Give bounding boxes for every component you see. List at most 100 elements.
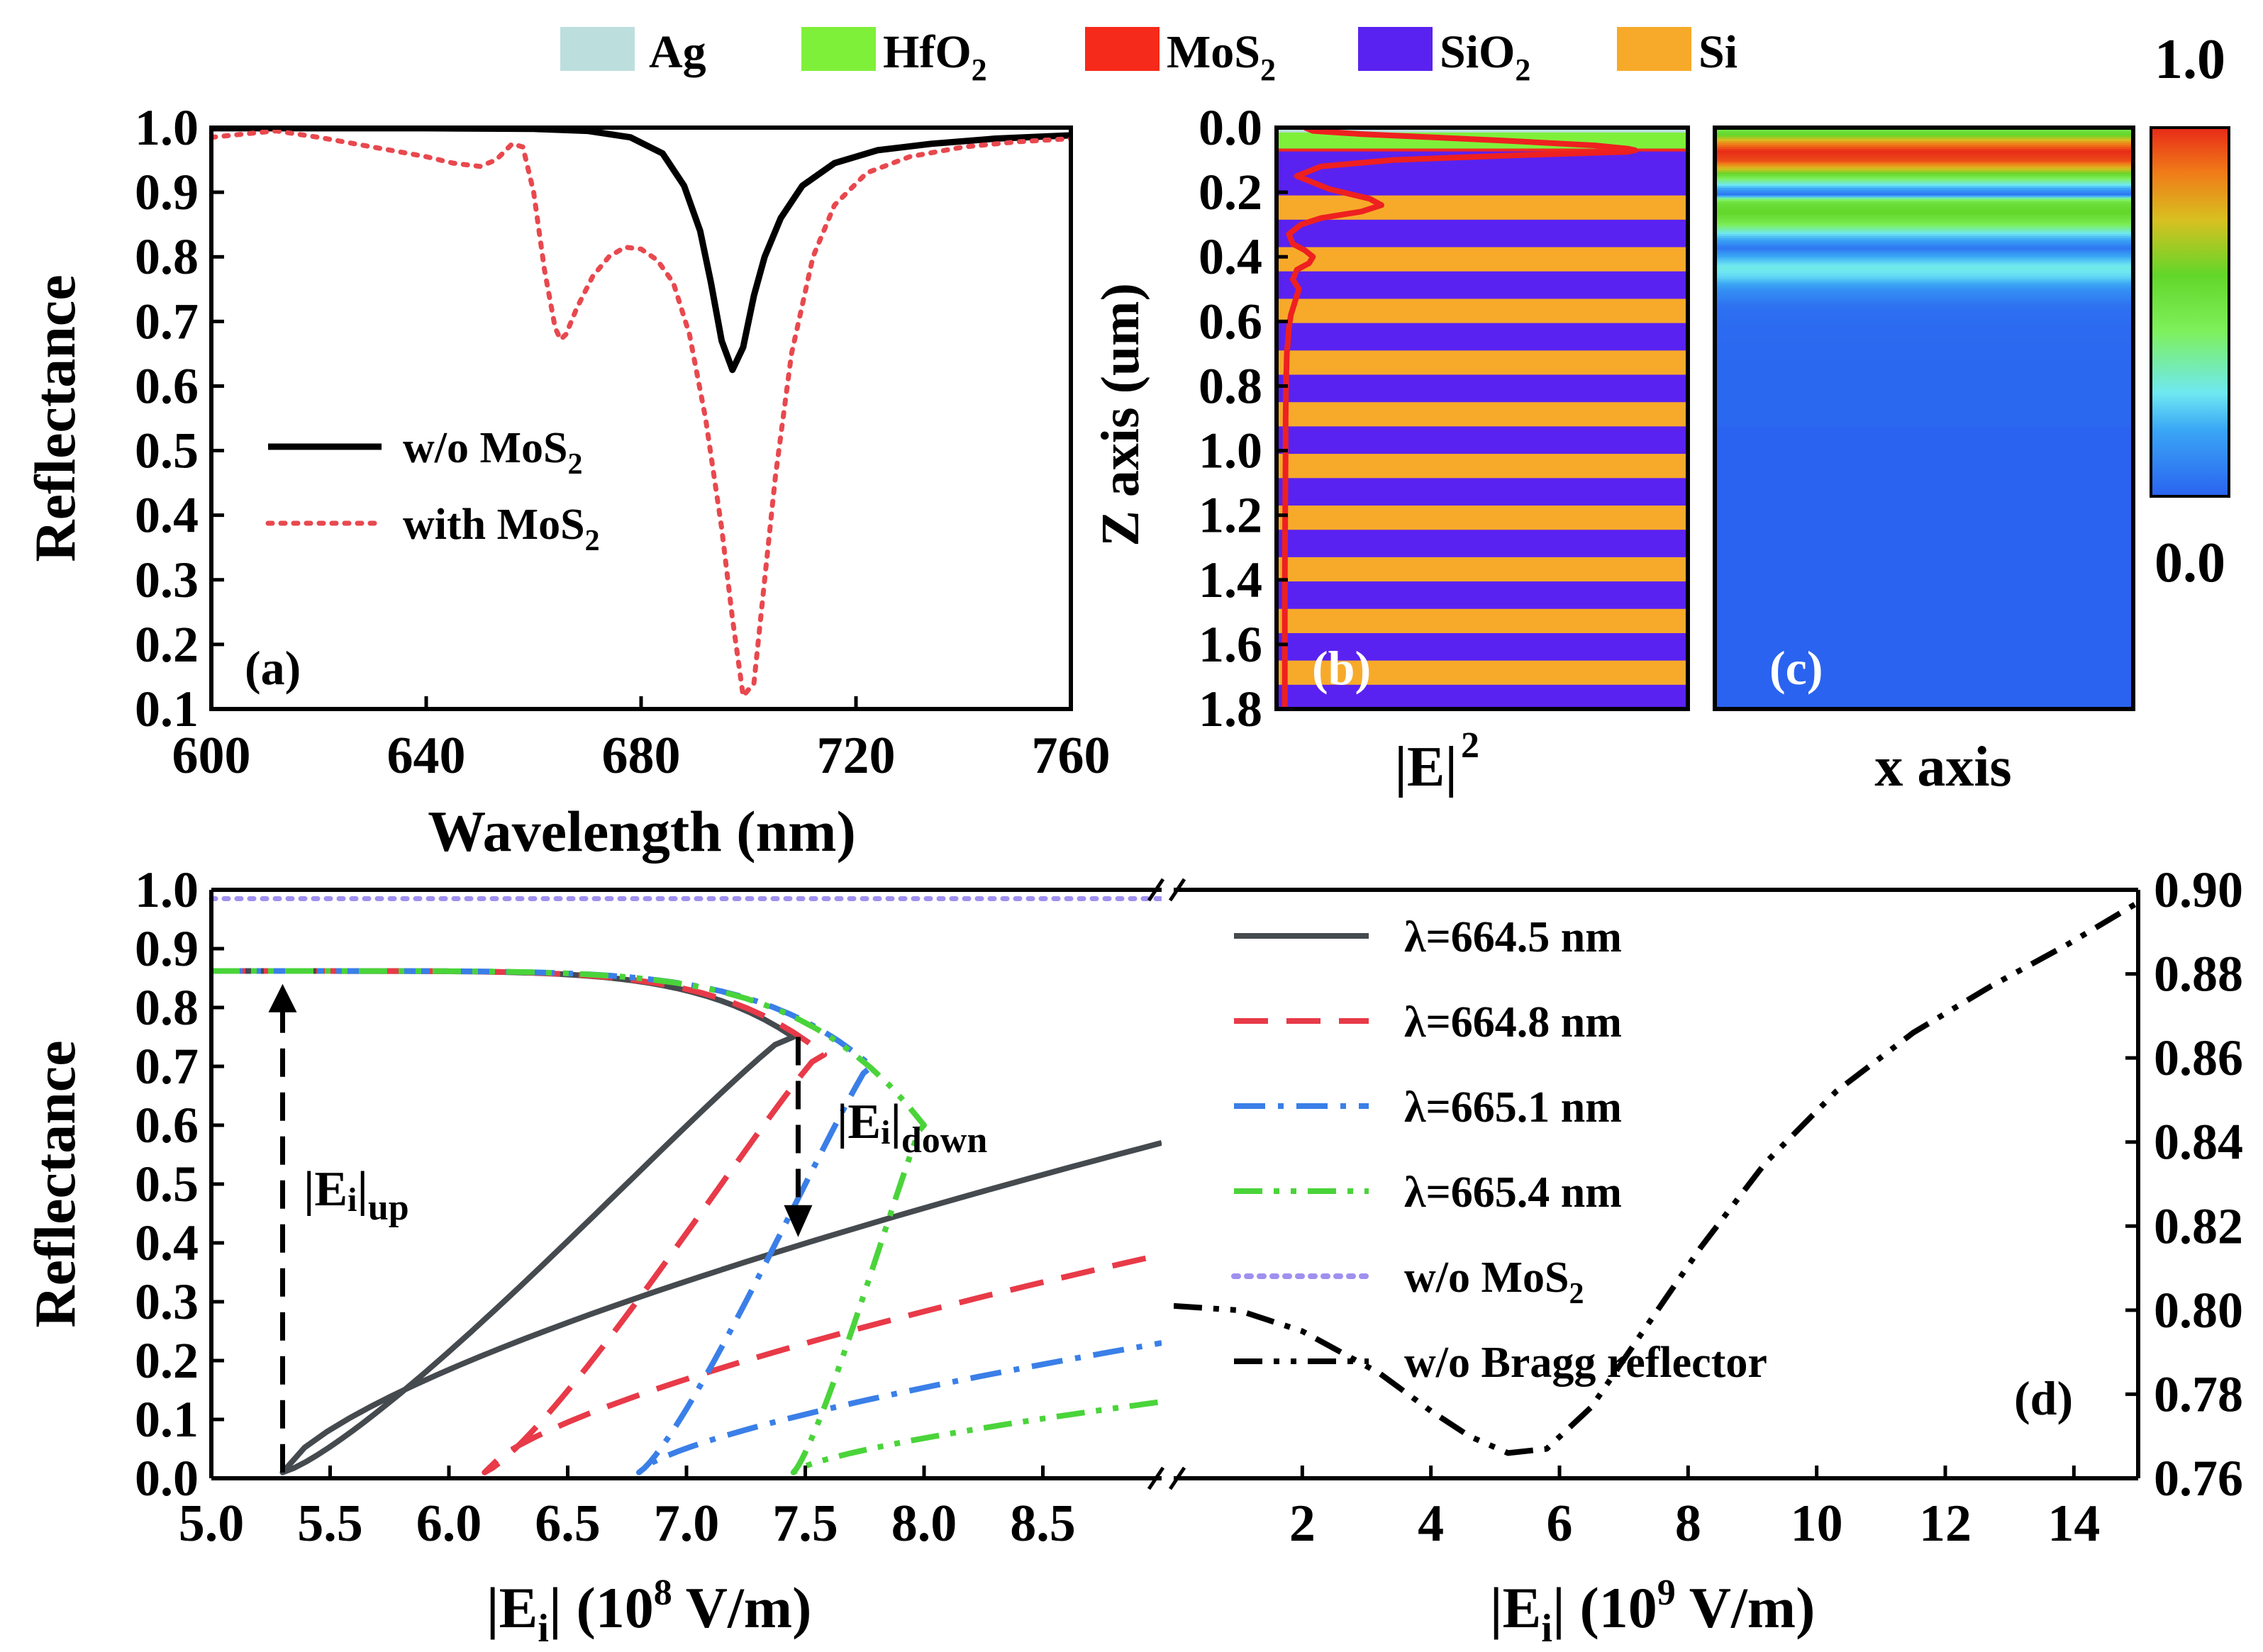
panel-c-heatmap-band [1715,228,2133,231]
panel-c-heatmap-band [1715,286,2133,289]
panel-c-heatmap-band [1715,298,2133,301]
legend-label-sio2: SiO2 [1440,26,1530,87]
panel-c-heatmap-band [1715,131,2133,134]
panel-c-heatmap-band [1715,300,2133,303]
panel-c-heatmap-band [1715,273,2133,276]
panel-c-heatmap-band [1715,157,2133,160]
panel-c-heatmap-band [1715,215,2133,218]
panel-c-heatmap-band [1715,166,2133,169]
panel-d-right-x-tick-label: 10 [1791,1495,1843,1553]
panel-d-y-tick-label: 0.1 [135,1391,199,1448]
panel-c-heatmap-band [1715,358,2133,361]
panel-d-y2-tick-label: 0.78 [2154,1366,2243,1422]
panel-c-heatmap-band [1715,195,2133,199]
panel-d-y2-tick-label: 0.90 [2154,861,2243,918]
panel-a-series-with-mos2 [211,128,1071,699]
panel-d-y2-tick-label: 0.76 [2154,1450,2243,1507]
panel-a-y-tick-label: 0.1 [135,681,199,737]
panel-b-si-layer [1277,557,1688,582]
annotation-e-up: |Ei|up [304,1162,409,1228]
panel-c-heatmap-band [1715,381,2133,384]
panel-c-heatmap-band [1715,323,2133,326]
panel-c-heatmap-band [1715,251,2133,255]
panel-a-frame [209,125,1073,711]
panel-d-right-x-tick-label: 4 [1418,1495,1444,1553]
panel-a-y-tick-label: 0.8 [135,228,199,285]
panel-d-left-x-tick-label: 8.5 [1010,1495,1076,1553]
arrow-down-head [784,1205,813,1237]
axis-break-top [1147,878,1186,902]
panel-d-y2-tick-label: 0.86 [2154,1029,2243,1086]
panel-d-right-x-tick-label: 6 [1547,1495,1573,1553]
panel-d-y-tick-label: 0.7 [135,1038,199,1095]
panel-c-heatmap-band [1715,269,2133,272]
panel-b-y-tick-label: 0.4 [1199,228,1262,285]
panel-c-heatmap-band [1715,296,2133,299]
panel-c-heatmap-band [1715,416,2133,419]
panel-c-heatmap-band [1715,354,2133,357]
panel-d-left-x-tick-label: 7.0 [654,1495,720,1553]
panel-d-y-tick-label: 0.0 [135,1450,199,1507]
panel-d-right-x-tick-label: 2 [1289,1495,1316,1553]
panel-a-x-tick-label: 640 [387,727,466,785]
panel-c-heatmap-band [1715,149,2133,152]
legend-swatch-sio [1358,27,1433,71]
legend-label-hfo2: HfO2 [883,26,987,87]
arrow-up-head [268,983,297,1012]
legend-swatch-mos [1085,27,1160,71]
panel-d-label: (d) [2014,1371,2073,1425]
panel-b-si-layer [1277,608,1688,633]
panel-c-heatmap-band [1715,199,2133,202]
panel-d-y-tick-label: 0.6 [135,1097,199,1154]
panel-c-heatmap-band [1715,348,2133,352]
panel-a-x-tick-label: 680 [602,727,681,785]
panel-c-heatmap-band [1715,234,2133,237]
panel-c-heatmap-band [1715,302,2133,305]
panel-b-y-axis-title: Z axis (um) [1091,283,1150,547]
panel-c-heatmap-band [1715,245,2133,249]
panel-c-heatmap-band [1715,162,2133,165]
panel-c-heatmap-band [1715,367,2133,371]
panel-d-y-tick-label: 0.8 [135,979,199,1036]
panel-c-heatmap-band [1715,232,2133,235]
panel-b-y-tick-label: 1.4 [1199,552,1262,608]
panel-c-heatmap-band [1715,205,2133,208]
panel-c-heatmap-band [1715,277,2133,279]
panel-c-heatmap-band [1715,189,2133,192]
panel-d-legend-label-3: λ=665.4 nm [1404,1168,1622,1217]
legend-label-mos2: MoS2 [1167,26,1276,87]
panel-d-left-x-tick-label: 6.0 [416,1495,482,1553]
panel-c-heatmap-band [1715,352,2133,355]
panel-c-heatmap-band [1715,135,2133,138]
panel-b-y-tick-label: 1.2 [1199,487,1262,544]
panel-d-y-axis-title: Reflectance [23,1040,87,1327]
panel-c-heatmap-band [1715,284,2133,287]
panel-b-y-tick-label: 0.0 [1199,99,1262,156]
panel-c-heatmap-band [1715,303,2133,307]
panel-c-heatmap-band [1715,313,2133,316]
panel-c-heatmap-band [1715,211,2133,213]
panel-d-y-tick-label: 0.4 [135,1215,199,1271]
panel-c-heatmap-band [1715,139,2133,142]
panel-d-series-664.8 [211,968,1162,1475]
legend-swatch-hfo [801,27,876,71]
panel-c-heatmap-band [1715,420,2133,423]
panel-c-heatmap-band [1715,412,2133,415]
panel-c-heatmap-band [1715,187,2133,191]
panel-b-x-axis-title-sup: 2 [1461,725,1479,766]
panel-b-field-profile: 0.0 0.2 0.4 0.6 0.8 1.0 1.2 1.4 1.6 1.8 (b) Z axi… [1091,99,1690,798]
panel-c-heatmap-band [1715,335,2133,337]
panel-c-heatmap-band [1715,244,2133,247]
panel-c-heatmap-band [1715,327,2133,330]
panel-c-heatmap-band [1715,236,2133,239]
panel-a-y-tick-label: 0.3 [135,552,199,608]
panel-c-heatmap-band [1715,418,2133,421]
panel-c-heatmap-band [1715,240,2133,242]
colorbar [2150,126,2230,498]
panel-b-si-layer [1277,350,1688,375]
panel-c-heatmap-band [1715,178,2133,181]
panel-c-heatmap-band [1715,253,2133,257]
panel-b-mos2-layer [1277,148,1688,152]
panel-c-heatmap-band [1715,221,2133,223]
panel-c-heatmap-band [1715,393,2133,396]
